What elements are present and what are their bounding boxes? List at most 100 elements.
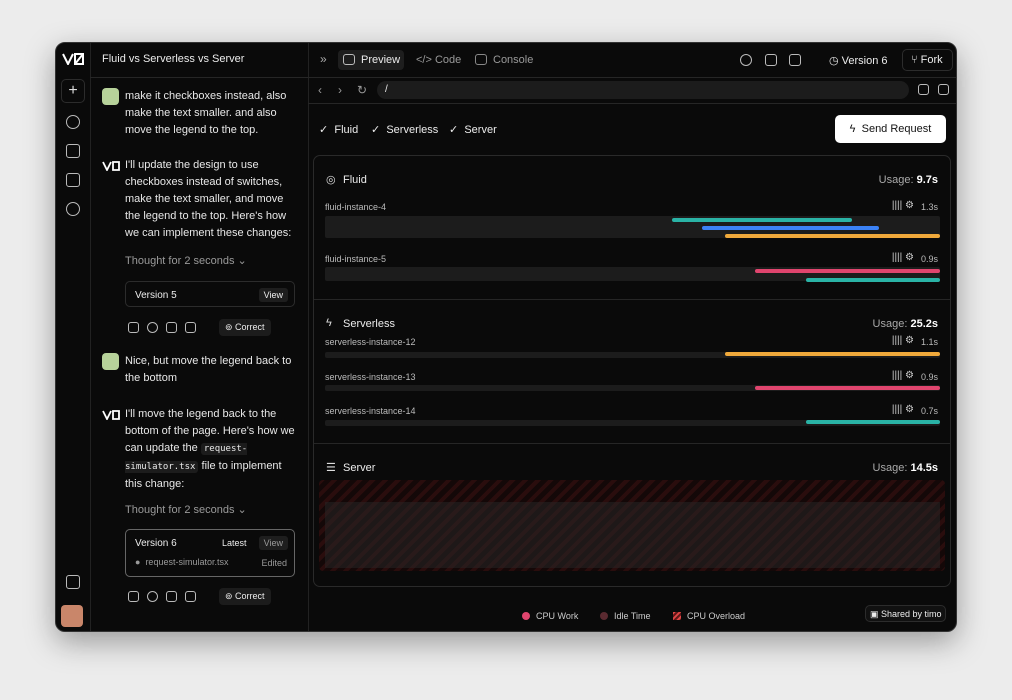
like-icon[interactable]: [166, 322, 177, 333]
timeline-card: [313, 155, 951, 587]
instance-name: serverless-instance-12: [325, 337, 416, 347]
correct-button[interactable]: ⊚ Correct: [219, 588, 271, 605]
timeline-bar: [672, 218, 852, 222]
fork-button[interactable]: ⑂ Fork: [902, 49, 953, 71]
usage-value: 9.7s: [916, 174, 938, 186]
instance-time: 1.1s: [920, 337, 938, 347]
instance-name: serverless-instance-13: [325, 372, 416, 382]
divider: [314, 299, 950, 300]
forward-button[interactable]: ›: [338, 83, 342, 97]
message-text: file to implement this change:: [125, 460, 282, 490]
copy-icon[interactable]: [128, 591, 139, 602]
instance-track: [325, 352, 940, 358]
instance-track: [325, 385, 940, 391]
filter-label: Server: [464, 124, 497, 136]
send-request-button[interactable]: ϟ Send Request: [835, 115, 946, 143]
version-card[interactable]: Version 6 Latest View ● request-simulato…: [125, 529, 295, 577]
version-selector[interactable]: ◷ Version 6: [829, 55, 888, 67]
instance-icons: |||| ⚙: [891, 335, 914, 346]
back-button[interactable]: ‹: [318, 83, 322, 97]
timeline-bar: [755, 386, 940, 390]
new-chat-button[interactable]: +: [61, 79, 85, 103]
chat-panel: [90, 43, 309, 631]
filter-checkbox[interactable]: ✓ Fluid: [319, 124, 359, 136]
section-icon: ϟ: [326, 317, 332, 329]
server-track: [325, 502, 940, 568]
reload-button[interactable]: ↻: [357, 83, 368, 97]
correct-label: Correct: [235, 591, 265, 601]
dislike-icon[interactable]: [185, 322, 196, 333]
section-icon: ☰: [326, 462, 336, 474]
usage-label: Usage:: [872, 318, 908, 330]
user-avatar[interactable]: [61, 605, 83, 627]
section-icon: ◎: [326, 174, 336, 186]
instance-track: [325, 216, 940, 238]
message-actions: [128, 591, 203, 603]
retry-icon[interactable]: [147, 591, 158, 602]
instance-time: 1.3s: [920, 202, 938, 212]
link-icon[interactable]: [740, 54, 752, 66]
url-bar[interactable]: /: [377, 81, 909, 99]
message-actions: [128, 322, 203, 334]
section-usage: Usage: 9.7s: [879, 174, 938, 186]
correct-button[interactable]: ⊚ Correct: [219, 319, 271, 336]
nav-icon[interactable]: [66, 173, 80, 187]
copy-icon[interactable]: [128, 322, 139, 333]
divider: [308, 77, 956, 78]
dislike-icon[interactable]: [185, 591, 196, 602]
legend-label: Idle Time: [614, 611, 651, 621]
retry-icon[interactable]: [147, 322, 158, 333]
file-status: Edited: [261, 558, 287, 568]
view-button[interactable]: View: [258, 288, 288, 302]
shared-badge[interactable]: ▣ Shared by timo: [865, 605, 946, 622]
thought-toggle[interactable]: Thought for 2 seconds ⌄: [125, 504, 247, 516]
shared-label: Shared by timo: [881, 609, 942, 619]
nav-icon[interactable]: [66, 115, 80, 129]
collapse-icon[interactable]: »: [320, 52, 327, 66]
instance-icons: |||| ⚙: [891, 370, 914, 381]
deploy-icon[interactable]: [789, 54, 801, 66]
flag-icon[interactable]: [765, 54, 777, 66]
fork-label: Fork: [920, 54, 943, 66]
project-title: Fluid vs Serverless vs Server: [102, 53, 245, 65]
instance-time: 0.7s: [920, 406, 938, 416]
instance-icons: |||| ⚙: [891, 200, 914, 211]
nav-icon[interactable]: [66, 202, 80, 216]
filter-checkbox[interactable]: ✓ Server: [449, 124, 497, 136]
fullscreen-icon[interactable]: [938, 84, 949, 95]
section-usage: Usage: 14.5s: [873, 462, 938, 474]
like-icon[interactable]: [166, 591, 177, 602]
timeline-bar: [725, 352, 940, 356]
tab[interactable]: Preview: [361, 54, 401, 66]
tab-icon: [343, 54, 355, 65]
assistant-message: I'll update the design to use checkboxes…: [125, 159, 292, 239]
icon-rail: +: [56, 43, 91, 631]
user-message: Nice, but move the legend back to the bo…: [125, 355, 292, 384]
version-label: Version 6: [841, 55, 888, 67]
tab[interactable]: </> Code: [416, 54, 462, 66]
thought-toggle[interactable]: Thought for 2 seconds ⌄: [125, 255, 247, 267]
logo: [62, 53, 84, 65]
file-item: ● request-simulator.tsx: [135, 557, 229, 567]
instance-name: fluid-instance-5: [325, 254, 387, 264]
section-title: Server: [343, 462, 376, 474]
timeline-bar: [806, 420, 940, 424]
tab[interactable]: Console: [493, 54, 534, 66]
view-button[interactable]: View: [258, 536, 288, 550]
open-icon[interactable]: [918, 84, 929, 95]
divider: [314, 443, 950, 444]
assistant-message: I'll move the legend back to the bottom …: [125, 406, 295, 493]
version-card[interactable]: Version 5 View: [125, 281, 295, 307]
sidebar-toggle[interactable]: [66, 575, 80, 589]
nav-icon[interactable]: [66, 144, 80, 158]
version-name: Version 6: [135, 538, 177, 549]
legend-swatch: [600, 612, 608, 620]
timeline-bar: [755, 269, 940, 273]
instance-time: 0.9s: [920, 372, 938, 382]
tab-icon: [475, 54, 487, 65]
assistant-logo: [102, 410, 120, 420]
legend-label: CPU Overload: [687, 611, 746, 621]
filter-label: Serverless: [386, 124, 439, 136]
filter-checkbox[interactable]: ✓ Serverless: [371, 124, 439, 136]
